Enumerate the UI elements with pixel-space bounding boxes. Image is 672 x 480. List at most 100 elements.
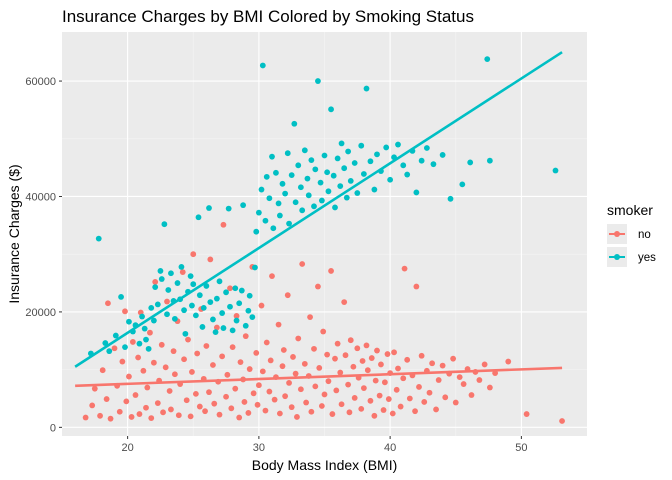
data-point-no xyxy=(384,351,391,357)
data-point-no xyxy=(481,361,488,368)
data-point-yes xyxy=(404,171,411,178)
data-point-yes xyxy=(484,56,491,63)
data-point-yes xyxy=(225,205,232,212)
data-point-yes xyxy=(324,169,331,176)
data-point-yes xyxy=(282,190,289,197)
data-point-no xyxy=(452,399,459,406)
data-point-no xyxy=(97,412,103,419)
data-point-no xyxy=(308,408,315,415)
data-point-no xyxy=(321,391,328,398)
data-point-no xyxy=(346,409,353,416)
data-point-no xyxy=(126,373,132,380)
data-point-no xyxy=(263,339,270,346)
data-point-yes xyxy=(383,144,390,151)
data-point-no xyxy=(297,386,304,393)
data-point-yes xyxy=(216,278,223,285)
data-point-yes xyxy=(552,167,559,174)
data-point-no xyxy=(397,403,404,410)
data-point-yes xyxy=(212,329,219,336)
data-point-yes xyxy=(347,178,354,184)
data-point-no xyxy=(258,302,265,309)
data-point-yes xyxy=(321,152,328,159)
data-point-no xyxy=(150,359,157,366)
data-point-yes xyxy=(312,166,319,173)
x-tick-label: 40 xyxy=(384,442,396,454)
data-point-yes xyxy=(189,302,195,309)
data-point-no xyxy=(233,313,240,319)
data-point-no xyxy=(276,410,283,417)
y-tick-label: 40000 xyxy=(25,191,56,203)
data-point-yes xyxy=(279,180,286,187)
data-point-no xyxy=(229,344,236,351)
data-point-yes xyxy=(318,197,325,204)
data-point-no xyxy=(363,342,370,349)
data-point-no xyxy=(374,347,380,354)
data-point-yes xyxy=(145,345,152,352)
data-point-no xyxy=(333,387,340,394)
data-point-no xyxy=(294,414,300,420)
data-point-no xyxy=(395,365,401,372)
data-point-yes xyxy=(308,157,315,164)
data-point-no xyxy=(292,370,299,377)
data-point-no xyxy=(559,418,565,424)
legend-entry-no: no xyxy=(607,224,651,244)
data-point-yes xyxy=(174,280,181,286)
data-point-no xyxy=(456,374,463,381)
data-point-yes xyxy=(459,181,466,188)
legend-dot-yes xyxy=(614,254,620,260)
data-point-yes xyxy=(467,159,474,166)
data-point-yes xyxy=(196,292,203,299)
data-point-no xyxy=(337,369,344,376)
data-point-no xyxy=(136,411,143,417)
data-point-yes xyxy=(418,157,425,164)
data-point-no xyxy=(429,360,436,367)
data-point-no xyxy=(442,394,449,401)
data-point-yes xyxy=(345,148,352,155)
data-point-yes xyxy=(207,299,214,306)
data-point-yes xyxy=(301,147,308,154)
data-point-no xyxy=(129,339,136,345)
data-point-no xyxy=(164,298,170,305)
data-point-no xyxy=(290,354,296,360)
trend-line-yes xyxy=(74,51,563,368)
data-point-yes xyxy=(371,186,378,193)
data-point-no xyxy=(368,355,375,361)
data-point-yes xyxy=(200,304,207,311)
y-tick-label: 60000 xyxy=(25,76,56,88)
data-point-no xyxy=(147,329,153,336)
data-point-yes xyxy=(358,142,365,149)
data-point-no xyxy=(334,340,341,347)
data-point-no xyxy=(253,349,260,356)
data-point-yes xyxy=(158,276,165,282)
data-point-yes xyxy=(236,300,243,307)
data-point-no xyxy=(486,384,493,391)
data-point-no xyxy=(219,353,226,360)
data-point-yes xyxy=(171,315,178,322)
data-point-yes xyxy=(232,285,239,292)
data-point-no xyxy=(351,395,358,401)
data-point-yes xyxy=(258,186,265,193)
data-point-yes xyxy=(400,162,407,169)
data-point-no xyxy=(228,405,235,412)
data-point-yes xyxy=(439,152,446,158)
data-point-no xyxy=(259,368,266,375)
data-point-yes xyxy=(136,340,143,347)
data-point-no xyxy=(255,382,262,389)
data-point-no xyxy=(303,399,310,406)
x-axis-title: Body Mass Index (BMI) xyxy=(252,457,398,473)
legend: smoker no yes xyxy=(607,202,656,267)
data-point-yes xyxy=(245,307,252,314)
data-point-no xyxy=(435,377,442,383)
data-point-no xyxy=(286,380,292,386)
data-point-yes xyxy=(266,195,273,202)
data-point-no xyxy=(269,273,275,280)
data-point-no xyxy=(426,389,433,396)
data-point-yes xyxy=(152,284,159,290)
data-point-yes xyxy=(164,311,170,318)
data-point-no xyxy=(254,401,261,408)
data-point-yes xyxy=(354,190,361,196)
data-point-no xyxy=(162,364,169,371)
data-point-yes xyxy=(126,318,132,325)
data-point-yes xyxy=(227,303,233,310)
data-point-yes xyxy=(275,200,282,207)
